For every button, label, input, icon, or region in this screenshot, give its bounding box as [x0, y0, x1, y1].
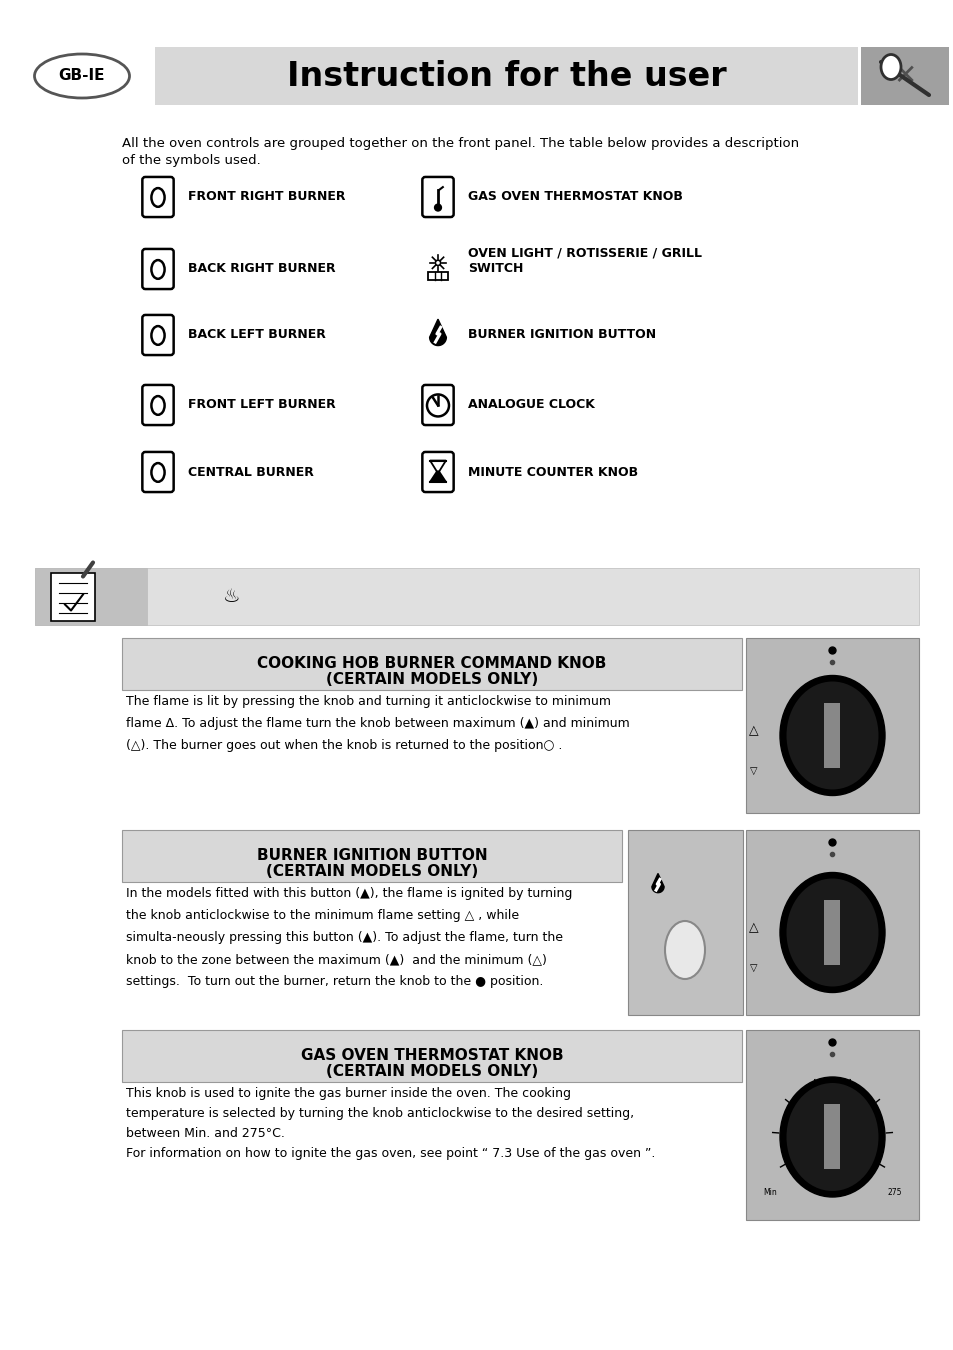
Ellipse shape	[780, 872, 884, 992]
Circle shape	[435, 204, 440, 211]
Bar	[35, 568, 147, 625]
Ellipse shape	[664, 921, 704, 979]
Bar	[35, 568, 918, 625]
Ellipse shape	[34, 54, 130, 99]
Text: (CERTAIN MODELS ONLY): (CERTAIN MODELS ONLY)	[326, 1065, 537, 1080]
Text: 275: 275	[886, 1188, 901, 1197]
Text: The flame is lit by pressing the knob and turning it anticlockwise to minimum
fl: The flame is lit by pressing the knob an…	[126, 695, 629, 752]
Bar	[823, 1104, 840, 1169]
Text: GAS OVEN THERMOSTAT KNOB: GAS OVEN THERMOSTAT KNOB	[468, 190, 682, 204]
FancyBboxPatch shape	[142, 248, 173, 289]
Bar	[428, 271, 447, 279]
Text: FRONT LEFT BURNER: FRONT LEFT BURNER	[188, 398, 335, 412]
Text: ANALOGUE CLOCK: ANALOGUE CLOCK	[468, 398, 595, 412]
FancyBboxPatch shape	[142, 177, 173, 217]
Text: BURNER IGNITION BUTTON: BURNER IGNITION BUTTON	[256, 849, 487, 864]
Circle shape	[427, 394, 449, 416]
Ellipse shape	[152, 463, 165, 482]
Text: ▽: ▽	[749, 765, 757, 775]
Text: In the models fitted with this button (▲), the flame is ignited by turning
the k: In the models fitted with this button (▲…	[126, 887, 572, 988]
Text: Instruction for the user: Instruction for the user	[287, 59, 725, 93]
Text: GAS OVEN THERMOSTAT KNOB: GAS OVEN THERMOSTAT KNOB	[300, 1049, 562, 1064]
Bar	[154, 47, 857, 105]
Bar	[627, 830, 742, 1015]
Circle shape	[435, 261, 440, 266]
Text: △: △	[748, 921, 758, 934]
Polygon shape	[430, 460, 445, 471]
Bar	[122, 639, 741, 690]
Text: △: △	[748, 724, 758, 737]
Polygon shape	[651, 873, 663, 892]
Text: BACK LEFT BURNER: BACK LEFT BURNER	[188, 328, 326, 342]
Ellipse shape	[780, 675, 884, 795]
Text: FRONT RIGHT BURNER: FRONT RIGHT BURNER	[188, 190, 345, 204]
Ellipse shape	[152, 188, 165, 207]
FancyBboxPatch shape	[142, 452, 173, 491]
Text: ♨: ♨	[223, 587, 240, 606]
Ellipse shape	[785, 682, 878, 790]
FancyBboxPatch shape	[422, 385, 454, 425]
FancyBboxPatch shape	[142, 385, 173, 425]
Bar	[122, 1030, 741, 1081]
Ellipse shape	[785, 1083, 878, 1191]
Text: (CERTAIN MODELS ONLY): (CERTAIN MODELS ONLY)	[326, 672, 537, 687]
Text: This knob is used to ignite the gas burner inside the oven. The cooking
temperat: This knob is used to ignite the gas burn…	[126, 1087, 655, 1160]
Text: BACK RIGHT BURNER: BACK RIGHT BURNER	[188, 262, 335, 275]
Bar	[823, 899, 840, 964]
Ellipse shape	[152, 327, 165, 344]
Ellipse shape	[152, 261, 165, 279]
Polygon shape	[429, 319, 446, 346]
Text: COOKING HOB BURNER COMMAND KNOB: COOKING HOB BURNER COMMAND KNOB	[257, 656, 606, 671]
Bar	[51, 572, 95, 621]
FancyBboxPatch shape	[422, 452, 454, 491]
Bar	[745, 830, 918, 1015]
FancyBboxPatch shape	[422, 177, 454, 217]
Bar	[861, 47, 948, 105]
Ellipse shape	[880, 54, 900, 80]
Ellipse shape	[785, 879, 878, 987]
Ellipse shape	[780, 1077, 884, 1197]
Polygon shape	[430, 471, 445, 482]
Text: ✕: ✕	[892, 62, 916, 90]
Text: CENTRAL BURNER: CENTRAL BURNER	[188, 466, 314, 478]
Bar	[745, 639, 918, 813]
Text: BURNER IGNITION BUTTON: BURNER IGNITION BUTTON	[468, 328, 656, 342]
Bar	[122, 830, 621, 882]
Text: MINUTE COUNTER KNOB: MINUTE COUNTER KNOB	[468, 466, 638, 478]
Text: All the oven controls are grouped together on the front panel. The table below p: All the oven controls are grouped togeth…	[122, 136, 799, 167]
Ellipse shape	[152, 396, 165, 414]
Text: OVEN LIGHT / ROTISSERIE / GRILL
SWITCH: OVEN LIGHT / ROTISSERIE / GRILL SWITCH	[468, 247, 701, 275]
Text: (CERTAIN MODELS ONLY): (CERTAIN MODELS ONLY)	[266, 864, 477, 879]
FancyBboxPatch shape	[142, 315, 173, 355]
Bar	[745, 1030, 918, 1220]
Text: GB-IE: GB-IE	[59, 69, 105, 84]
Bar	[823, 702, 840, 768]
Text: Min: Min	[762, 1188, 777, 1197]
Text: ▽: ▽	[749, 963, 757, 972]
